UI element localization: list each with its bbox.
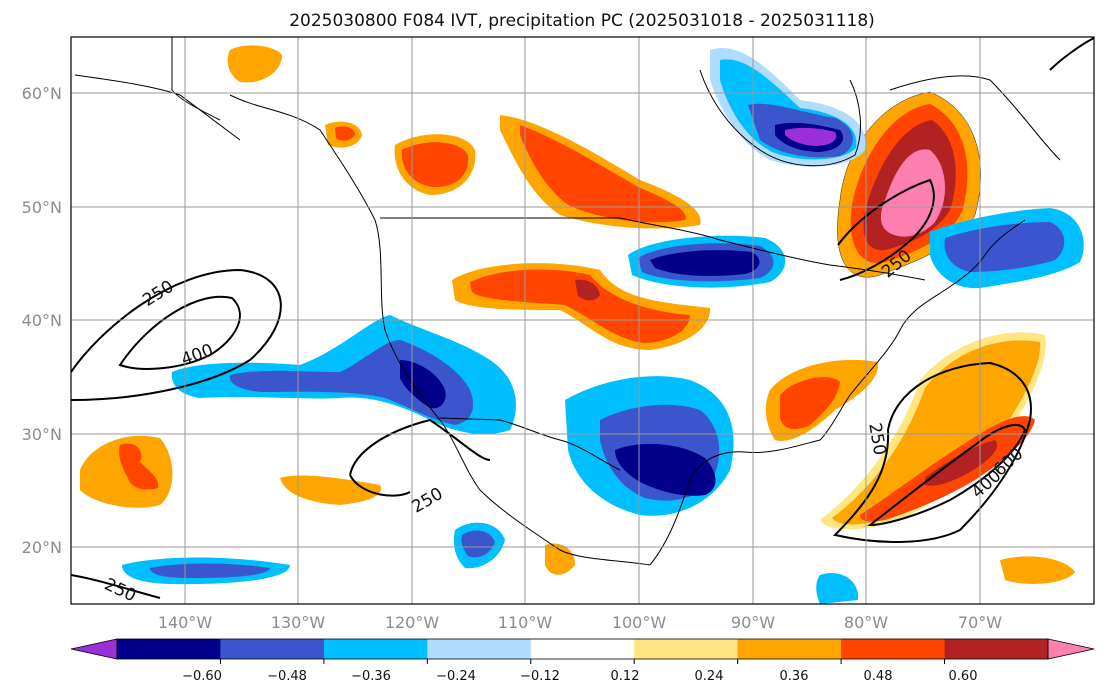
lat-label-30n: 30°N bbox=[22, 425, 62, 444]
colorbar-segment bbox=[634, 639, 739, 659]
lon-label-80w: 80°W bbox=[844, 613, 888, 632]
contour-lakes bbox=[837, 178, 935, 281]
lat-label-40n: 40°N bbox=[22, 311, 62, 330]
graticule bbox=[71, 37, 1094, 604]
lon-label-90w: 90°W bbox=[731, 613, 775, 632]
contour-sw bbox=[349, 418, 491, 497]
contour-pacific-inner bbox=[118, 295, 241, 370]
contour-atlantic-outer bbox=[833, 361, 1032, 543]
colorbar-label-neg036: −0.36 bbox=[351, 669, 391, 684]
lat-label-50n: 50°N bbox=[22, 198, 62, 217]
map-outlines bbox=[74, 37, 1061, 566]
colorbar-label-024: 0.24 bbox=[695, 669, 724, 684]
lon-label-70w: 70°W bbox=[958, 613, 1002, 632]
shade-gulf-navy bbox=[615, 443, 716, 496]
contour-atlantic-inner bbox=[867, 424, 1027, 527]
shade-caribbean-orange bbox=[1000, 556, 1075, 584]
lon-label-120w: 120°W bbox=[385, 613, 440, 632]
map-frame bbox=[70, 36, 1095, 605]
colorbar-label-neg024: −0.24 bbox=[436, 669, 476, 684]
lon-label-140w: 140°W bbox=[158, 613, 213, 632]
colorbar-segment bbox=[944, 639, 1049, 659]
coastline-gulf bbox=[649, 394, 851, 566]
shade-pac-mid-blue bbox=[461, 530, 495, 558]
shade-bc-red bbox=[401, 142, 469, 188]
coast-labrador bbox=[889, 75, 1061, 161]
shade-prairie-red bbox=[520, 125, 686, 223]
shade-se-red bbox=[780, 377, 840, 430]
shade-mex-orange bbox=[545, 543, 575, 575]
map-area: 250 400 250 250 250 400 600 250 bbox=[71, 37, 1094, 604]
colorbar-segment bbox=[323, 639, 428, 659]
latitude-labels: 60°N 50°N 40°N 30°N 20°N bbox=[22, 84, 62, 557]
shade-pacific-red bbox=[119, 443, 159, 490]
shade-sw-navy bbox=[400, 360, 446, 409]
lat-label-60n: 60°N bbox=[22, 84, 62, 103]
lon-label-110w: 110°W bbox=[498, 613, 553, 632]
colorbar-segment bbox=[117, 639, 222, 659]
colorbar-label-048: 0.48 bbox=[864, 669, 893, 684]
shade-pac-south-blue bbox=[150, 563, 270, 578]
shade-atlantic-darkred bbox=[925, 440, 998, 486]
shade-central-darkred bbox=[575, 279, 600, 301]
colorbar-segments bbox=[70, 638, 1095, 664]
colorbar-label-neg012: −0.12 bbox=[520, 669, 560, 684]
colorbar-extend-low bbox=[70, 638, 118, 660]
colorbar-segment bbox=[220, 639, 325, 659]
colorbar-segment bbox=[841, 639, 946, 659]
border-us-canada bbox=[380, 217, 926, 281]
shade-nw-red bbox=[335, 126, 355, 141]
colorbar-extend-high bbox=[1047, 638, 1095, 660]
coast-alaska bbox=[74, 74, 241, 141]
shade-hudson-bay-purple bbox=[785, 127, 837, 146]
shade-bc2-orange bbox=[227, 45, 282, 83]
shade-ne-blue bbox=[944, 222, 1065, 272]
shade-atlantic-orange bbox=[832, 340, 1041, 525]
colorbar-label-060: 0.60 bbox=[949, 669, 978, 684]
border-alaska bbox=[171, 37, 221, 121]
lon-label-130w: 130°W bbox=[271, 613, 326, 632]
contour-pac-south bbox=[71, 574, 161, 599]
colorbar-segment bbox=[427, 639, 532, 659]
longitude-labels: 140°W 130°W 120°W 110°W 100°W 90°W 80°W … bbox=[158, 613, 1002, 632]
coast-hudson-bay bbox=[699, 69, 861, 167]
shade-great-lakes-navy bbox=[650, 250, 760, 276]
contour-pacific-outer bbox=[71, 268, 282, 401]
colorbar-label-012: 0.12 bbox=[611, 669, 640, 684]
lat-label-20n: 20°N bbox=[22, 538, 62, 557]
ivt-contours bbox=[71, 37, 1094, 599]
colorbar-frame bbox=[116, 638, 1049, 660]
colorbar: −0.60 −0.48 −0.36 −0.24 −0.12 0.12 0.24 … bbox=[70, 638, 1095, 684]
colorbar-label-neg060: −0.60 bbox=[182, 669, 222, 684]
coastline-na-west bbox=[229, 94, 651, 566]
coastline-east bbox=[849, 219, 1026, 396]
colorbar-label-neg048: −0.48 bbox=[267, 669, 307, 684]
colorbar-segment bbox=[737, 639, 842, 659]
border-us-mexico bbox=[439, 417, 621, 471]
colorbar-labels: −0.60 −0.48 −0.36 −0.24 −0.12 0.12 0.24 … bbox=[182, 669, 977, 684]
colorbar-label-036: 0.36 bbox=[780, 669, 809, 684]
colorbar-segment bbox=[530, 639, 635, 659]
shade-carib-cyan bbox=[816, 572, 859, 604]
figure-title: 2025030800 F084 IVT, precipitation PC (2… bbox=[289, 11, 875, 31]
contour-ne bbox=[1049, 37, 1094, 71]
lon-label-100w: 100°W bbox=[612, 613, 667, 632]
